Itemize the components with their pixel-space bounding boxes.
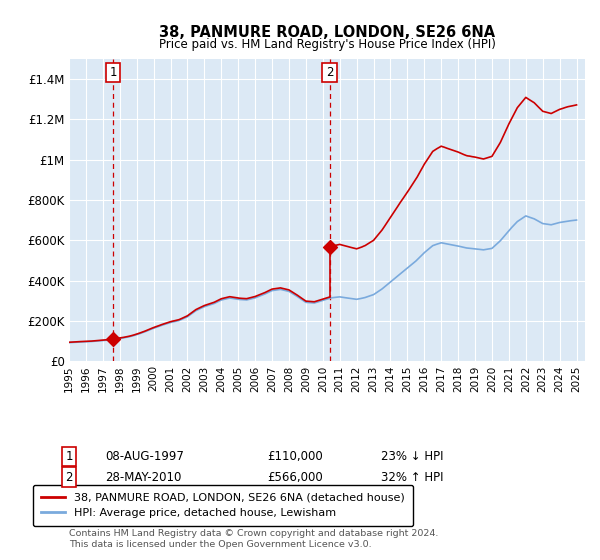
Text: 08-AUG-1997: 08-AUG-1997 [105,450,184,463]
Text: £566,000: £566,000 [267,470,323,484]
Legend: 38, PANMURE ROAD, LONDON, SE26 6NA (detached house), HPI: Average price, detache: 38, PANMURE ROAD, LONDON, SE26 6NA (deta… [33,485,413,526]
Text: 23% ↓ HPI: 23% ↓ HPI [381,450,443,463]
Point [108,334,118,343]
Text: 1: 1 [109,66,117,79]
Text: 2: 2 [65,470,73,484]
Text: 28-MAY-2010: 28-MAY-2010 [105,470,181,484]
Point [325,242,334,251]
Text: £110,000: £110,000 [267,450,323,463]
Text: 1: 1 [65,450,73,463]
Text: 2: 2 [326,66,333,79]
Text: 32% ↑ HPI: 32% ↑ HPI [381,470,443,484]
Title: 38, PANMURE ROAD, LONDON, SE26 6NA: 38, PANMURE ROAD, LONDON, SE26 6NA [159,25,495,40]
Text: Price paid vs. HM Land Registry's House Price Index (HPI): Price paid vs. HM Land Registry's House … [158,38,496,52]
Text: Contains HM Land Registry data © Crown copyright and database right 2024.
This d: Contains HM Land Registry data © Crown c… [69,529,439,549]
